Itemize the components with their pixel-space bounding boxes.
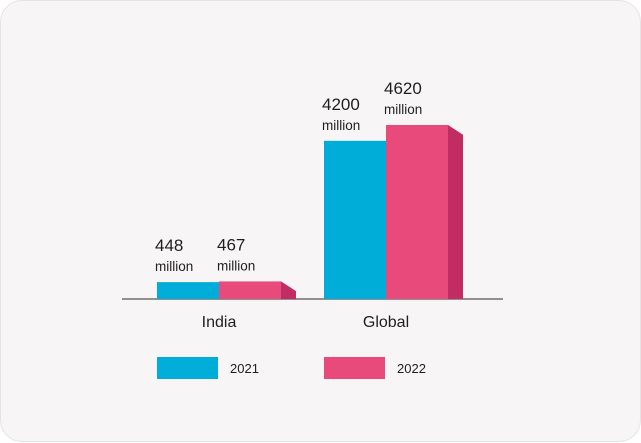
data-label-unit: million bbox=[155, 259, 193, 274]
data-label-unit: million bbox=[322, 118, 360, 133]
data-label-value: 448 bbox=[155, 236, 183, 255]
data-label-value: 467 bbox=[217, 235, 245, 254]
category-label-global: Global bbox=[363, 314, 409, 331]
category-label-india: India bbox=[202, 314, 237, 331]
data-label-unit: million bbox=[384, 102, 422, 117]
data-label-value: 4620 bbox=[384, 79, 422, 98]
legend-label-2021: 2021 bbox=[230, 361, 259, 376]
bar-global-2022 bbox=[386, 125, 448, 299]
data-label-value: 4200 bbox=[322, 95, 360, 114]
bar-global-2021 bbox=[324, 140, 386, 299]
legend-swatch-2021 bbox=[157, 357, 218, 379]
legend-label-2022: 2022 bbox=[397, 361, 426, 376]
data-label-unit: million bbox=[217, 258, 255, 273]
bar-india-2021 bbox=[157, 282, 219, 299]
bar-side-global-2022 bbox=[448, 125, 463, 299]
legend-swatch-2022 bbox=[324, 357, 385, 379]
bar-side-india-2022 bbox=[281, 281, 296, 299]
bar-india-2022 bbox=[219, 281, 281, 299]
